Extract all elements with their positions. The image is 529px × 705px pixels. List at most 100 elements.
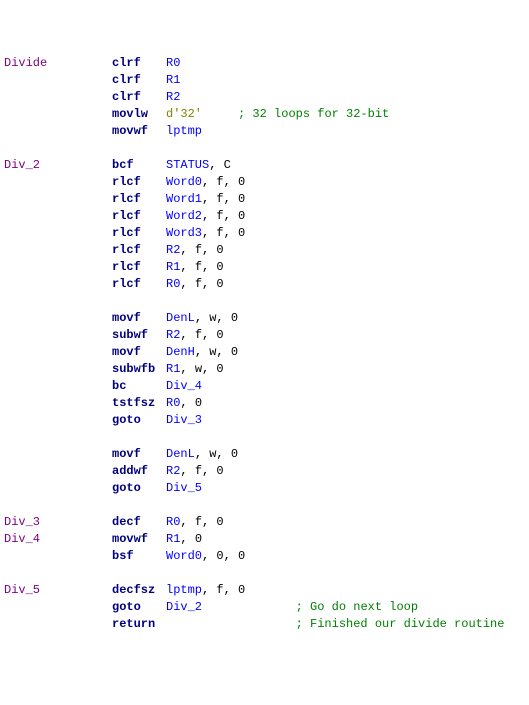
separator: , — [202, 464, 216, 478]
code-line: bsfWord0, 0, 0 — [4, 548, 529, 565]
flag: 0 — [216, 243, 223, 257]
flag: 0 — [231, 447, 238, 461]
spacer — [202, 107, 238, 121]
code-line: rlcfR2, f, 0 — [4, 242, 529, 259]
opcode: movwf — [112, 531, 166, 548]
operand: Word3 — [166, 226, 202, 240]
opcode: rlcf — [112, 259, 166, 276]
separator: , — [224, 226, 238, 240]
flag: 0 — [238, 192, 245, 206]
operand: STATUS — [166, 158, 209, 172]
label: Div_3 — [4, 514, 112, 531]
flag: 0 — [216, 362, 223, 376]
operand: R0 — [166, 56, 180, 70]
flag: f — [216, 209, 223, 223]
code-line: rlcfWord3, f, 0 — [4, 225, 529, 242]
flag: 0 — [195, 396, 202, 410]
flag: f — [195, 277, 202, 291]
label: Div_5 — [4, 582, 112, 599]
opcode: rlcf — [112, 191, 166, 208]
code-line: movwflptmp — [4, 123, 529, 140]
code-line: Div_4movwfR1, 0 — [4, 531, 529, 548]
separator: , — [202, 209, 216, 223]
flag: f — [195, 328, 202, 342]
operand: DenL — [166, 447, 195, 461]
separator: , — [216, 345, 230, 359]
spacer — [166, 617, 296, 631]
separator: , — [224, 175, 238, 189]
separator: , — [202, 328, 216, 342]
code-line: subwfbR1, w, 0 — [4, 361, 529, 378]
code-line: subwfR2, f, 0 — [4, 327, 529, 344]
separator: , — [202, 362, 216, 376]
code-line: DivideclrfR0 — [4, 55, 529, 72]
code-line — [4, 140, 529, 157]
opcode: rlcf — [112, 174, 166, 191]
flag: 0 — [238, 226, 245, 240]
operand: R1 — [166, 260, 180, 274]
comment: ; Go do next loop — [296, 600, 418, 614]
flag: 0 — [216, 549, 223, 563]
opcode: clrf — [112, 55, 166, 72]
code-line: movfDenL, w, 0 — [4, 446, 529, 463]
code-line: gotoDiv_5 — [4, 480, 529, 497]
separator: , — [180, 328, 194, 342]
code-line: gotoDiv_3 — [4, 412, 529, 429]
separator: , — [202, 260, 216, 274]
code-line — [4, 429, 529, 446]
separator: , — [180, 396, 194, 410]
code-line: rlcfWord1, f, 0 — [4, 191, 529, 208]
opcode: rlcf — [112, 276, 166, 293]
separator: , — [180, 362, 194, 376]
separator: , — [180, 260, 194, 274]
separator: , — [202, 192, 216, 206]
opcode: bsf — [112, 548, 166, 565]
opcode: addwf — [112, 463, 166, 480]
separator: , — [195, 311, 209, 325]
opcode: subwf — [112, 327, 166, 344]
separator: , — [209, 158, 223, 172]
flag: 0 — [238, 175, 245, 189]
opcode: movlw — [112, 106, 166, 123]
operand: R2 — [166, 464, 180, 478]
separator: , — [195, 345, 209, 359]
code-line: rlcfR1, f, 0 — [4, 259, 529, 276]
operand: Word0 — [166, 549, 202, 563]
operand: Word0 — [166, 175, 202, 189]
opcode: movf — [112, 446, 166, 463]
separator: , — [180, 243, 194, 257]
code-line: addwfR2, f, 0 — [4, 463, 529, 480]
flag: 0 — [238, 583, 245, 597]
code-line: clrfR2 — [4, 89, 529, 106]
opcode: bc — [112, 378, 166, 395]
opcode: tstfsz — [112, 395, 166, 412]
opcode: goto — [112, 412, 166, 429]
opcode: clrf — [112, 72, 166, 89]
comment: ; Finished our divide routine — [296, 617, 505, 631]
opcode: rlcf — [112, 225, 166, 242]
comment: ; 32 loops for 32-bit — [238, 107, 389, 121]
flag: f — [195, 464, 202, 478]
opcode: rlcf — [112, 242, 166, 259]
flag: 0 — [238, 549, 245, 563]
code-line: Div_2bcfSTATUS, C — [4, 157, 529, 174]
flag: 0 — [216, 515, 223, 529]
opcode: movwf — [112, 123, 166, 140]
operand: Div_5 — [166, 481, 202, 495]
literal: d'32' — [166, 107, 202, 121]
code-line — [4, 497, 529, 514]
opcode: clrf — [112, 89, 166, 106]
flag: 0 — [216, 328, 223, 342]
separator: , — [202, 277, 216, 291]
separator: , — [195, 447, 209, 461]
label: Divide — [4, 55, 112, 72]
code-line: movfDenL, w, 0 — [4, 310, 529, 327]
flag: f — [216, 226, 223, 240]
flag: f — [216, 192, 223, 206]
code-line: gotoDiv_2 ; Go do next loop — [4, 599, 529, 616]
separator: , — [202, 175, 216, 189]
separator: , — [202, 515, 216, 529]
separator: , — [180, 515, 194, 529]
flag: 0 — [238, 209, 245, 223]
separator: , — [224, 583, 238, 597]
